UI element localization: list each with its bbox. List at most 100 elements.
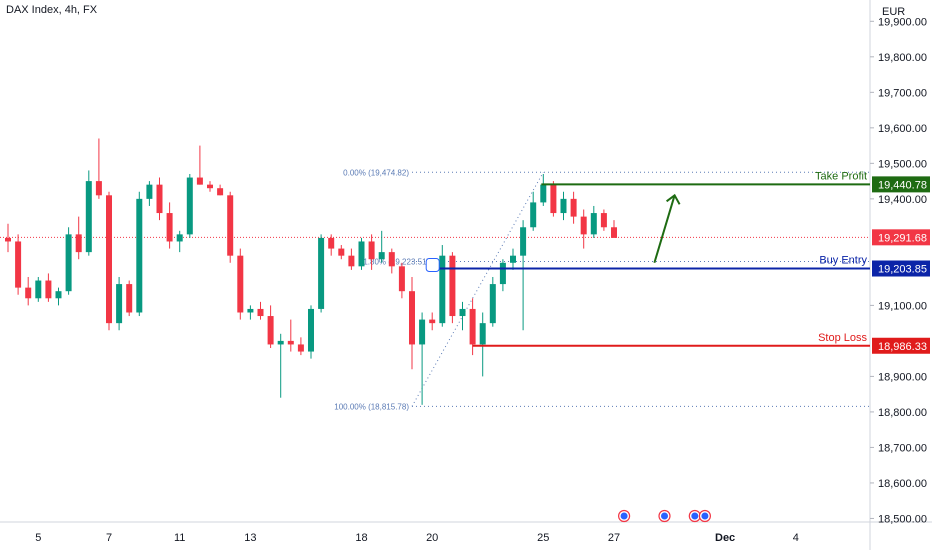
candle-body xyxy=(611,227,617,238)
candle-body xyxy=(560,198,567,214)
level-label: Stop Loss xyxy=(818,332,867,344)
symbol-title: DAX Index, 4h, FX xyxy=(6,4,98,16)
target-arrow-line xyxy=(653,195,676,264)
candle-body xyxy=(368,241,375,260)
y-tick-label: 19,900.00 xyxy=(878,16,927,28)
price-tag: 18,986.33 xyxy=(872,337,930,354)
candle-body xyxy=(35,280,42,299)
candle-body xyxy=(156,184,163,214)
candle-body xyxy=(429,319,436,324)
y-tick-label: 19,800.00 xyxy=(878,52,927,64)
level-label: Buy Entry xyxy=(819,255,867,267)
x-tick-label: 5 xyxy=(35,532,41,544)
candle-body xyxy=(65,234,72,292)
candle-body xyxy=(318,237,325,309)
entry-handle-icon xyxy=(425,258,440,273)
price-tag: 19,203.85 xyxy=(872,260,930,277)
candle-body xyxy=(479,323,486,345)
candle-body xyxy=(15,241,22,288)
x-tick-label: 7 xyxy=(106,532,112,544)
candle-body xyxy=(459,308,466,317)
x-tick-label: 25 xyxy=(537,532,549,544)
y-tick-label: 18,900.00 xyxy=(878,371,927,383)
price-tag-label: 19,203.85 xyxy=(878,264,927,276)
x-tick-label: Dec xyxy=(715,532,735,544)
price-tag-label: 18,986.33 xyxy=(878,341,927,353)
candle-body xyxy=(146,184,153,199)
candle-body xyxy=(196,177,203,185)
candle-body xyxy=(287,340,294,345)
fib-level-0-label: 0.00% (19,474.82) xyxy=(343,168,409,177)
candle-body xyxy=(600,213,607,228)
fib-level-100-label: 100.00% (18,815.78) xyxy=(334,402,409,411)
candle-body xyxy=(398,266,405,292)
candle-body xyxy=(469,308,476,345)
price-tag-box xyxy=(872,260,930,277)
candle-body xyxy=(126,284,133,313)
level-label: Take Profit xyxy=(815,170,867,182)
price-tag: 19,440.78 xyxy=(872,176,930,193)
candle-body xyxy=(540,184,547,203)
candle-body xyxy=(55,291,62,299)
x-tick-label: 11 xyxy=(174,532,185,544)
price-tag-label: 19,440.78 xyxy=(878,179,927,191)
candle-body xyxy=(267,316,274,345)
event-marker-dot xyxy=(620,512,628,520)
current-price-tag-box xyxy=(872,229,930,246)
candle-body xyxy=(409,291,415,345)
candle-body xyxy=(247,308,254,313)
x-tick-label: 13 xyxy=(244,532,256,544)
candle-body xyxy=(186,177,193,235)
event-marker-dot xyxy=(691,512,699,520)
candle-body xyxy=(570,198,577,217)
current-price-tag-label: 19,291.68 xyxy=(878,232,927,244)
event-marker-dot xyxy=(661,512,668,520)
candle-body xyxy=(520,227,527,256)
candle-body xyxy=(510,255,516,263)
candle-body xyxy=(75,234,82,253)
candle-body xyxy=(166,213,173,242)
x-tick-label: 27 xyxy=(608,532,620,544)
candle-body xyxy=(348,255,355,267)
candle-body xyxy=(590,213,597,235)
candle-body xyxy=(328,237,335,249)
x-tick-label: 18 xyxy=(355,532,367,544)
y-tick-label: 19,700.00 xyxy=(878,87,927,99)
candle-body xyxy=(449,255,456,317)
candle-body xyxy=(85,181,92,253)
candle-body xyxy=(297,344,304,352)
y-tick-label: 19,600.00 xyxy=(878,123,927,135)
y-tick-label: 18,700.00 xyxy=(878,442,927,454)
candle-body xyxy=(136,198,143,313)
candle-body xyxy=(5,237,11,242)
candle-body xyxy=(116,284,123,324)
y-tick-label: 18,800.00 xyxy=(878,407,927,419)
candle-body xyxy=(95,181,102,196)
candle-body xyxy=(388,252,395,267)
candle-body xyxy=(257,308,264,317)
candle-body xyxy=(217,188,224,196)
candle-body xyxy=(45,280,52,299)
y-tick-label: 19,400.00 xyxy=(878,194,927,206)
current-price-tag: 19,291.68 xyxy=(872,229,930,246)
fib-trend-line xyxy=(411,172,544,407)
candle-body xyxy=(419,319,426,345)
x-tick-label: 4 xyxy=(793,532,799,544)
candle-body xyxy=(308,308,314,352)
candle-body xyxy=(489,284,496,324)
candle-body xyxy=(227,195,234,256)
candle-body xyxy=(237,255,244,313)
candle-body xyxy=(358,241,365,267)
y-tick-label: 18,600.00 xyxy=(878,478,927,490)
price-tag-box xyxy=(872,176,930,193)
currency-label[interactable]: EUR xyxy=(882,6,906,18)
candle-body xyxy=(550,184,557,214)
candle-body xyxy=(277,340,284,345)
candle-body xyxy=(207,184,213,189)
event-marker-dot xyxy=(701,512,709,520)
candle-body xyxy=(106,195,112,324)
candle-body xyxy=(176,234,183,242)
candle-body xyxy=(338,248,345,256)
candle-body xyxy=(25,287,32,299)
